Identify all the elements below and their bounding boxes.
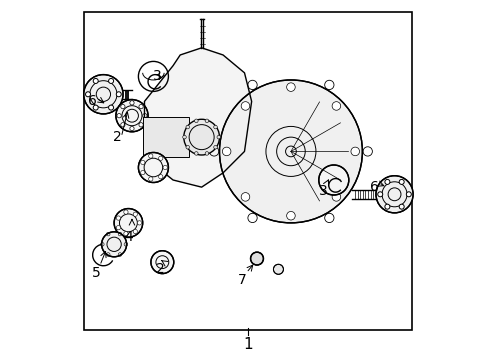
Circle shape <box>398 204 404 209</box>
Circle shape <box>406 192 410 197</box>
Circle shape <box>108 78 113 84</box>
Text: 2: 2 <box>113 130 122 144</box>
Circle shape <box>137 221 142 225</box>
Circle shape <box>219 80 362 223</box>
Circle shape <box>331 102 340 110</box>
Text: 3: 3 <box>152 69 161 84</box>
Circle shape <box>213 145 217 149</box>
Circle shape <box>93 105 98 110</box>
Circle shape <box>398 179 404 184</box>
Circle shape <box>93 78 98 84</box>
Circle shape <box>85 92 90 97</box>
Circle shape <box>148 154 153 158</box>
Circle shape <box>123 210 128 214</box>
Circle shape <box>250 252 263 265</box>
Circle shape <box>205 152 208 155</box>
Circle shape <box>213 125 217 129</box>
Circle shape <box>123 231 128 236</box>
Circle shape <box>205 119 208 123</box>
Circle shape <box>331 193 340 201</box>
Circle shape <box>133 229 137 234</box>
Circle shape <box>141 160 144 165</box>
Circle shape <box>375 176 412 213</box>
Circle shape <box>222 147 230 156</box>
Circle shape <box>102 232 126 257</box>
Circle shape <box>83 75 123 114</box>
Text: 6: 6 <box>88 94 97 108</box>
Circle shape <box>163 165 167 170</box>
Circle shape <box>384 204 389 209</box>
Circle shape <box>151 251 173 274</box>
Circle shape <box>185 145 189 149</box>
Circle shape <box>139 123 143 127</box>
Circle shape <box>116 92 121 97</box>
Polygon shape <box>144 48 251 187</box>
Circle shape <box>286 83 295 91</box>
Circle shape <box>183 119 219 155</box>
Circle shape <box>142 113 147 118</box>
Circle shape <box>183 135 186 139</box>
Circle shape <box>148 177 153 181</box>
Circle shape <box>194 119 198 123</box>
Circle shape <box>185 125 189 129</box>
Circle shape <box>158 156 163 161</box>
Circle shape <box>114 208 142 237</box>
Circle shape <box>350 147 359 156</box>
Circle shape <box>116 225 121 230</box>
Text: 5: 5 <box>92 266 101 280</box>
Circle shape <box>194 152 198 155</box>
Circle shape <box>121 104 125 109</box>
Circle shape <box>138 153 168 183</box>
Circle shape <box>139 104 143 109</box>
Circle shape <box>141 171 144 175</box>
Circle shape <box>116 216 121 220</box>
Circle shape <box>241 193 249 201</box>
Text: 6: 6 <box>370 180 379 194</box>
Circle shape <box>121 123 125 127</box>
Circle shape <box>116 100 148 132</box>
Text: 3: 3 <box>318 184 327 198</box>
Circle shape <box>217 135 220 139</box>
Circle shape <box>133 212 137 216</box>
Circle shape <box>384 179 389 184</box>
Text: 2: 2 <box>156 262 164 276</box>
Text: 7: 7 <box>238 273 246 287</box>
Bar <box>83 12 411 330</box>
Circle shape <box>273 264 283 274</box>
Text: 1: 1 <box>243 337 252 352</box>
Text: 4: 4 <box>124 230 133 244</box>
Circle shape <box>117 113 121 118</box>
Circle shape <box>377 192 382 197</box>
Circle shape <box>318 165 348 195</box>
Circle shape <box>286 211 295 220</box>
Circle shape <box>130 101 134 105</box>
Circle shape <box>241 102 249 110</box>
Circle shape <box>158 175 163 179</box>
Circle shape <box>108 105 113 110</box>
Circle shape <box>130 126 134 131</box>
Bar <box>142 117 189 157</box>
